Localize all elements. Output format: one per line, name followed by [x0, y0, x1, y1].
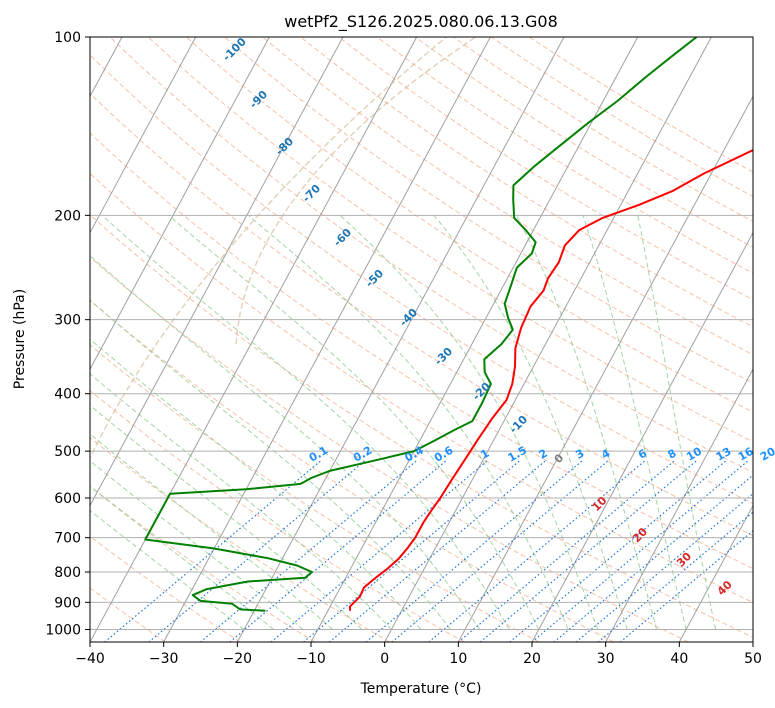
- moist-adiabat: [339, 214, 599, 630]
- dry-adiabat: [90, 587, 166, 642]
- profile-lines: [144, 37, 753, 612]
- isotherm-line: [457, 95, 753, 642]
- y-tick-label: 1000: [45, 622, 81, 638]
- x-tick-label: −20: [223, 651, 253, 667]
- mixing-ratio-line: [457, 460, 675, 642]
- dry-adiabat: [90, 535, 241, 642]
- isotherm-line: [90, 37, 197, 234]
- isotherm-line: [678, 504, 753, 642]
- x-tick-label: −30: [149, 651, 179, 667]
- mixing-ratio-line: [148, 460, 365, 642]
- x-tick-label: 30: [597, 651, 615, 667]
- dry-adiabat: [90, 132, 753, 570]
- mixing-ratio-line: [428, 460, 645, 642]
- y-tick-label: 200: [54, 208, 81, 224]
- isotherm-line: [605, 368, 753, 642]
- mixing-ratio-line: [104, 460, 321, 642]
- isotherm-line: [90, 37, 270, 371]
- dry-adiabat: [185, 37, 753, 413]
- mixing-ratio-line: [229, 460, 446, 642]
- y-tick-label: 400: [54, 387, 81, 403]
- plot-frame: [89, 36, 754, 643]
- x-tick-label: 0: [380, 651, 389, 667]
- dry-adiabat: [90, 256, 689, 642]
- temperature-line: [349, 148, 753, 611]
- x-tick-label: 20: [523, 651, 541, 667]
- mixing-ratio-line: [553, 474, 753, 642]
- guide-curve: [90, 37, 447, 460]
- guide-curve: [235, 37, 477, 345]
- isotherm-line: [531, 231, 753, 642]
- isotherm-line: [384, 37, 712, 642]
- mixing-ratio-line: [597, 511, 753, 642]
- y-tick-label: 300: [54, 313, 81, 329]
- y-tick-label: 700: [54, 531, 81, 547]
- dry-adiabat: [90, 485, 315, 642]
- dry-adiabat: [90, 437, 390, 642]
- y-tick-label: 500: [54, 444, 81, 460]
- x-tick-label: −40: [75, 651, 105, 667]
- mixing-ratio-label: 20: [758, 445, 775, 464]
- mixing-ratio-line: [531, 460, 748, 642]
- moist-adiabat: [90, 373, 392, 630]
- isotherm-line: [90, 37, 418, 642]
- y-tick-label: 100: [54, 30, 81, 46]
- y-tick-label: 800: [54, 565, 81, 581]
- y-tick-label: 900: [54, 595, 81, 611]
- mixing-ratio-line: [270, 460, 488, 642]
- mixing-ratio-line: [480, 460, 697, 642]
- mixing-ratio-line: [365, 460, 583, 642]
- isotherm-line: [236, 37, 565, 642]
- y-axis: 100 200 300 400 500 600 700 800 900 1000: [45, 30, 90, 638]
- chart-title: wetPf2_S126.2025.080.06.13.G08: [284, 12, 558, 32]
- dry-adiabat: [90, 172, 753, 604]
- isotherm-line: [90, 37, 344, 507]
- dry-adiabat: [90, 92, 753, 537]
- dry-adiabat: [90, 390, 465, 642]
- x-tick-label: 10: [449, 651, 467, 667]
- dry-adiabat: [90, 299, 614, 642]
- pressure-grid: [90, 37, 753, 630]
- x-axis-title: Temperature (°C): [360, 681, 482, 697]
- mixing-ratio-line: [575, 492, 753, 642]
- mixing-ratio-line: [303, 460, 520, 642]
- x-axis: −40 −30 −20 −10 0 10 20 30 40 50: [75, 642, 762, 667]
- x-tick-label: 40: [670, 651, 688, 667]
- y-axis-title: Pressure (hPa): [12, 289, 28, 389]
- moist-adiabat: [582, 215, 687, 630]
- dry-adiabat: [224, 37, 753, 384]
- isotherm-line: [310, 37, 639, 642]
- isotherm-line: [163, 37, 491, 642]
- plot-background: [90, 37, 753, 642]
- mixing-ratio-line: [620, 529, 753, 642]
- mixing-ratio-line: [509, 460, 726, 642]
- moist-adiabat: [90, 485, 274, 630]
- dry-adiabat: [338, 37, 753, 301]
- x-tick-label: 50: [744, 651, 762, 667]
- dry-adiabat: [147, 37, 753, 443]
- y-tick-label: 600: [54, 491, 81, 507]
- mixing-ratio-line: [329, 460, 546, 642]
- mixing-ratio-line: [391, 460, 608, 642]
- dewpoint-line: [144, 37, 698, 612]
- mixing-ratio-line: [200, 460, 417, 642]
- x-tick-label: −10: [296, 651, 326, 667]
